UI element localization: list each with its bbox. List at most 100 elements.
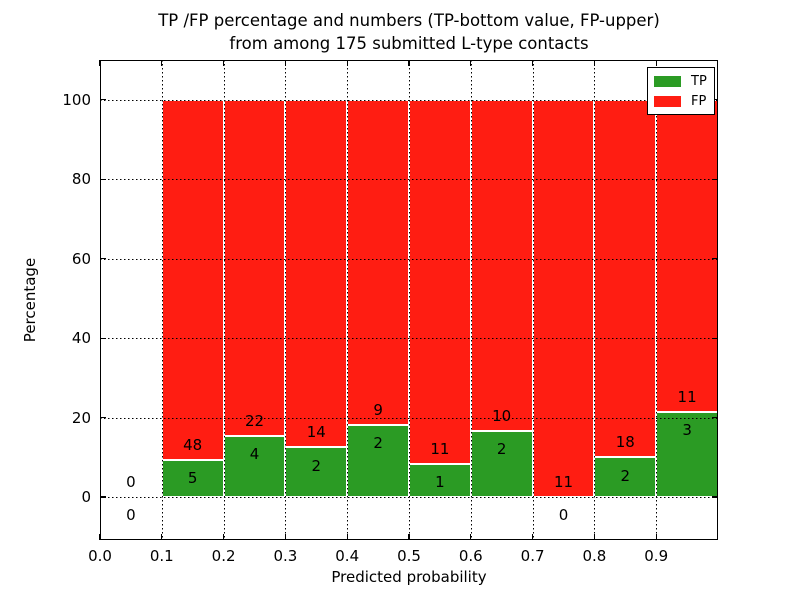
legend-entry-label: TP — [691, 74, 707, 89]
tp-count-label: 2 — [620, 466, 631, 485]
x-gridline — [347, 60, 349, 540]
bar-segment-fp — [532, 99, 595, 498]
y-tick-mark-right — [712, 99, 718, 101]
y-tick-mark-left — [100, 496, 106, 498]
y-tick-mark-left — [100, 178, 106, 180]
fp-count-label: 22 — [244, 411, 265, 430]
y-tick-mark-right — [712, 258, 718, 260]
bar-segment-tp — [223, 435, 286, 498]
x-tick-label: 0.7 — [520, 547, 545, 565]
fp-count-label: 11 — [553, 472, 574, 491]
tp-count-label: 1 — [435, 473, 445, 492]
fp-count-label: 9 — [373, 400, 383, 419]
tp-count-label: 3 — [682, 421, 692, 440]
tp-count-label: 4 — [249, 445, 260, 464]
legend-swatch-tp — [654, 76, 681, 87]
x-gridline — [161, 60, 163, 540]
legend-entry: FP — [654, 92, 714, 111]
bar-segment-fp — [409, 99, 471, 464]
y-axis-label: Percentage — [21, 257, 39, 343]
x-tick-mark-bottom — [470, 534, 472, 540]
tp-count-label: 2 — [311, 456, 322, 475]
bar-segment-fp — [223, 99, 286, 436]
x-tick-label: 0.8 — [582, 547, 607, 565]
tp-count-label: 0 — [558, 506, 569, 525]
x-tick-mark-top — [593, 60, 595, 66]
y-tick-mark-left — [100, 258, 106, 260]
x-tick-mark-bottom — [223, 534, 225, 540]
x-tick-mark-top — [223, 60, 225, 66]
y-tick-label: 20 — [71, 408, 91, 427]
legend-entry-label: FP — [691, 94, 707, 109]
bar-segment-fp — [470, 99, 533, 431]
legend-rows: TP FP — [648, 72, 714, 111]
chart-title: TP /FP percentage and numbers (TP-bottom… — [100, 9, 718, 55]
bar-segment-tp — [656, 411, 718, 498]
x-tick-mark-bottom — [655, 534, 657, 540]
x-gridline — [532, 60, 534, 540]
x-tick-mark-top — [532, 60, 534, 66]
y-tick-mark-left — [100, 337, 106, 339]
x-tick-label: 0.1 — [149, 547, 174, 565]
legend-entry: TP — [654, 72, 714, 91]
y-tick-mark-right — [712, 417, 718, 419]
y-tick-mark-left — [100, 417, 106, 419]
bar-segment-fp — [656, 99, 718, 412]
bar-segment-fp — [347, 99, 409, 425]
x-tick-mark-top — [470, 60, 472, 66]
plot-area: 0 20 40 60 80 100 0.0 0.1 0.2 0.3 0.4 0.5 0.6 0.7 0.8 0… — [21, 60, 718, 586]
fp-count-label: 14 — [306, 423, 326, 442]
legend-box: TP FP — [647, 67, 715, 115]
bar-segment-tp — [161, 459, 224, 498]
y-tick-label: 60 — [71, 249, 91, 268]
x-gridline — [223, 60, 225, 540]
tp-count-label: 0 — [126, 506, 136, 525]
x-tick-mark-bottom — [532, 534, 534, 540]
legend-swatch-fp — [654, 96, 681, 107]
x-gridline — [470, 60, 472, 540]
x-tick-mark-bottom — [284, 534, 286, 540]
x-tick-mark-bottom — [346, 534, 348, 540]
bar-segment-tp — [409, 463, 471, 498]
x-tick-label: 0.5 — [397, 547, 421, 565]
fp-count-label: 48 — [183, 435, 203, 454]
x-tick-label: 0.3 — [273, 547, 298, 565]
tp-count-label: 2 — [373, 434, 383, 453]
bar-segment-fp — [594, 99, 657, 458]
y-tick-label: 80 — [71, 170, 91, 189]
x-tick-mark-top — [284, 60, 286, 66]
bar-segment-tp — [347, 424, 409, 498]
x-tick-label: 0.0 — [88, 547, 112, 565]
x-tick-mark-bottom — [161, 534, 163, 540]
x-tick-label: 0.4 — [335, 547, 360, 565]
tp-count-label: 5 — [187, 468, 198, 487]
x-gridline — [594, 60, 596, 540]
x-gridline — [656, 60, 658, 540]
x-tick-mark-top — [99, 60, 101, 66]
bar-segment-fp — [161, 99, 224, 460]
x-tick-mark-bottom — [99, 534, 101, 540]
bar-segment-tp — [470, 430, 533, 498]
x-tick-label: 0.2 — [211, 547, 236, 565]
x-gridline — [285, 60, 287, 540]
fp-count-label: 11 — [430, 439, 450, 458]
chart-title-line1: TP /FP percentage and numbers (TP-bottom… — [158, 11, 660, 30]
x-tick-label: 0.9 — [644, 547, 669, 565]
y-tick-mark-left — [100, 99, 106, 101]
y-tick-label: 0 — [81, 488, 91, 507]
y-tick-label: 40 — [71, 329, 91, 348]
x-tick-mark-top — [408, 60, 410, 66]
fp-count-label: 10 — [492, 406, 512, 425]
fp-count-label: 0 — [126, 472, 136, 491]
y-tick-mark-right — [712, 496, 718, 498]
x-tick-mark-top — [346, 60, 348, 66]
bar-segment-tp — [285, 447, 348, 498]
x-axis-label: Predicted probability — [331, 568, 487, 586]
fp-count-label: 11 — [677, 387, 697, 406]
x-gridline — [409, 60, 410, 540]
x-tick-mark-bottom — [408, 534, 410, 540]
x-tick-mark-top — [655, 60, 657, 66]
y-tick-label: 100 — [62, 90, 91, 109]
bar-segment-fp — [285, 99, 348, 448]
